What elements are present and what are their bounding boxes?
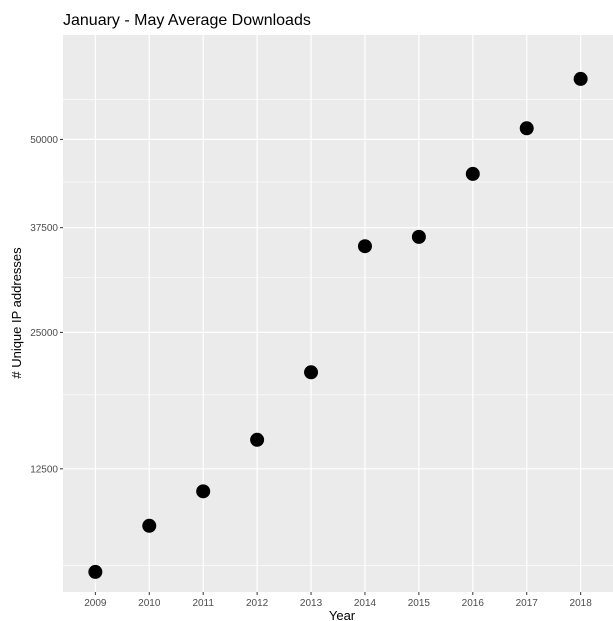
data-point bbox=[357, 239, 372, 254]
data-point bbox=[411, 229, 426, 244]
x-tick-label: 2017 bbox=[516, 598, 539, 609]
data-point bbox=[196, 484, 211, 499]
y-tick-label: 50000 bbox=[30, 135, 58, 146]
data-point bbox=[304, 365, 319, 380]
data-point bbox=[88, 564, 103, 579]
x-tick-label: 2015 bbox=[408, 598, 431, 609]
x-tick-label: 2018 bbox=[570, 598, 593, 609]
x-tick-label: 2009 bbox=[84, 598, 107, 609]
plot-panel bbox=[63, 35, 613, 592]
data-point bbox=[465, 166, 480, 181]
x-axis-title: Year bbox=[329, 608, 356, 621]
chart-title: January - May Average Downloads bbox=[63, 12, 311, 29]
data-point bbox=[250, 432, 265, 447]
data-point bbox=[519, 121, 534, 136]
axis-ticks: 12500 25000 37500 50000 2009 2010 2011 2012 2013… bbox=[30, 135, 592, 609]
x-tick-label: 2016 bbox=[462, 598, 485, 609]
x-tick-label: 2013 bbox=[300, 598, 323, 609]
y-tick-label: 25000 bbox=[30, 328, 58, 339]
y-tick-label: 12500 bbox=[30, 464, 58, 475]
x-tick-label: 2011 bbox=[192, 598, 214, 609]
grid-lines bbox=[63, 35, 613, 592]
data-point bbox=[142, 518, 157, 533]
data-point bbox=[573, 71, 588, 86]
x-tick-label: 2012 bbox=[246, 598, 269, 609]
x-tick-label: 2014 bbox=[354, 598, 377, 609]
x-tick-label: 2010 bbox=[138, 598, 161, 609]
data-points bbox=[88, 71, 588, 579]
y-axis-title: # Unique IP addresses bbox=[9, 247, 24, 379]
y-tick-label: 37500 bbox=[30, 223, 58, 234]
